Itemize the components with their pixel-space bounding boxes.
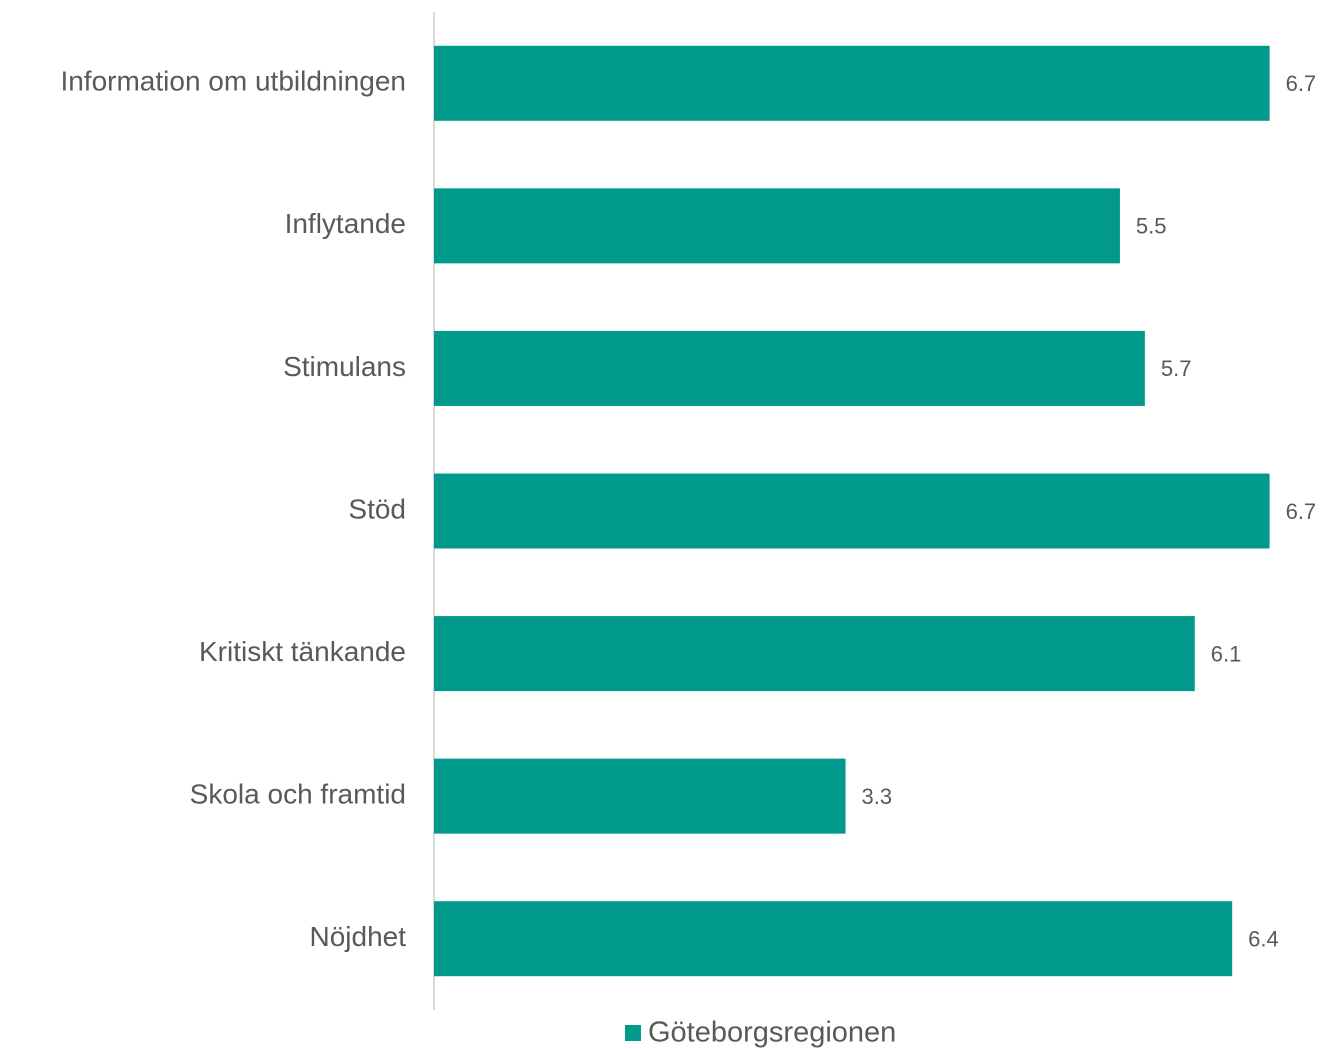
bar — [434, 188, 1120, 264]
value-label: 6.7 — [1286, 71, 1317, 96]
value-label: 5.7 — [1161, 356, 1192, 381]
category-label: Kritiskt tänkande — [199, 636, 406, 667]
value-label: 3.3 — [862, 784, 893, 809]
bar — [434, 758, 846, 834]
value-label: 6.7 — [1286, 499, 1317, 524]
value-label: 6.1 — [1211, 641, 1242, 666]
bar — [434, 473, 1270, 549]
category-label: Information om utbildningen — [60, 66, 406, 97]
legend-label: Göteborgsregionen — [648, 1017, 896, 1049]
category-label: Nöjdhet — [309, 921, 406, 952]
bar — [434, 901, 1233, 977]
value-label: 5.5 — [1136, 214, 1167, 239]
legend-swatch — [625, 1025, 641, 1041]
category-label: Stöd — [348, 493, 406, 524]
bar — [434, 330, 1145, 406]
category-label: Skola och framtid — [190, 779, 406, 810]
value-label: 6.4 — [1248, 927, 1279, 952]
category-label: Stimulans — [283, 351, 406, 382]
category-label: Inflytande — [285, 208, 406, 239]
bar — [434, 45, 1270, 121]
bar — [434, 616, 1195, 692]
